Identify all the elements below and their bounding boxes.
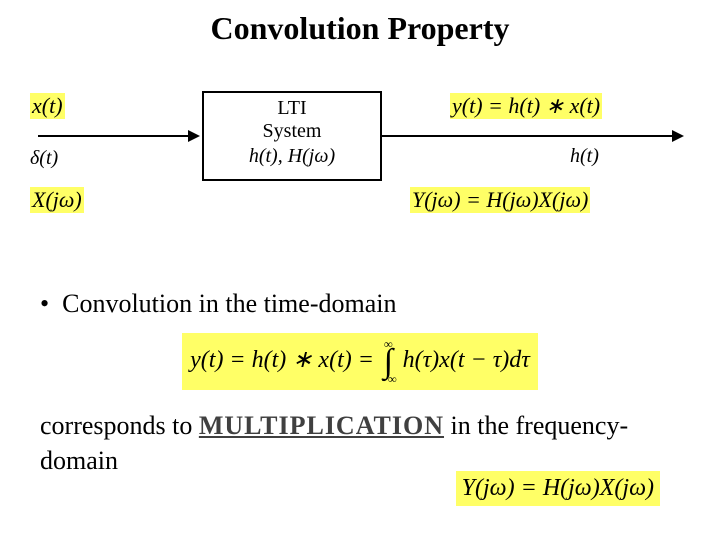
output-Yjw-text: Y(jω) = H(jω)X(jω) xyxy=(410,187,590,213)
lti-box-line1: LTI xyxy=(204,97,380,120)
output-yt-text: y(t) = h(t) ∗ x(t) xyxy=(450,93,602,119)
convolution-equation-text: y(t) = h(t) ∗ x(t) = ∞ ∫ −∞ h(τ)x(t − τ)… xyxy=(182,333,538,390)
input-arrow-head xyxy=(188,130,200,142)
freq-domain-sentence: corresponds to MULTIPLICATION in the fre… xyxy=(40,408,690,478)
input-arrow-line xyxy=(38,135,188,137)
output-Yjw: Y(jω) = H(jω)X(jω) xyxy=(410,187,590,213)
output-ht: h(t) xyxy=(570,145,599,168)
output-yt: y(t) = h(t) ∗ x(t) xyxy=(450,93,602,119)
input-xt-text: x(t) xyxy=(30,93,65,119)
input-xt: x(t) xyxy=(30,93,65,119)
output-arrow-head xyxy=(672,130,684,142)
bullet-timedomain-text: Convolution in the time-domain xyxy=(62,289,396,318)
input-Xjw-text: X(jω) xyxy=(30,187,84,213)
lti-diagram: x(t) δ(t) X(jω) LTI System h(t), H(jω) y… xyxy=(30,87,690,277)
multiplication-word: MULTIPLICATION xyxy=(199,411,444,440)
input-Xjw: X(jω) xyxy=(30,187,84,213)
page-title: Convolution Property xyxy=(0,0,720,47)
lti-box-line3: h(t), H(jω) xyxy=(204,145,380,168)
final-equation: Y(jω) = H(jω)X(jω) xyxy=(456,471,660,506)
output-arrow-line xyxy=(382,135,672,137)
input-delta: δ(t) xyxy=(30,147,58,170)
lti-box-line2: System xyxy=(204,120,380,143)
convolution-equation: y(t) = h(t) ∗ x(t) = ∞ ∫ −∞ h(τ)x(t − τ)… xyxy=(0,333,720,390)
final-equation-text: Y(jω) = H(jω)X(jω) xyxy=(456,471,660,506)
para-before: corresponds to xyxy=(40,411,199,440)
lti-box: LTI System h(t), H(jω) xyxy=(202,91,382,181)
bullet-timedomain: • Convolution in the time-domain xyxy=(40,289,720,319)
